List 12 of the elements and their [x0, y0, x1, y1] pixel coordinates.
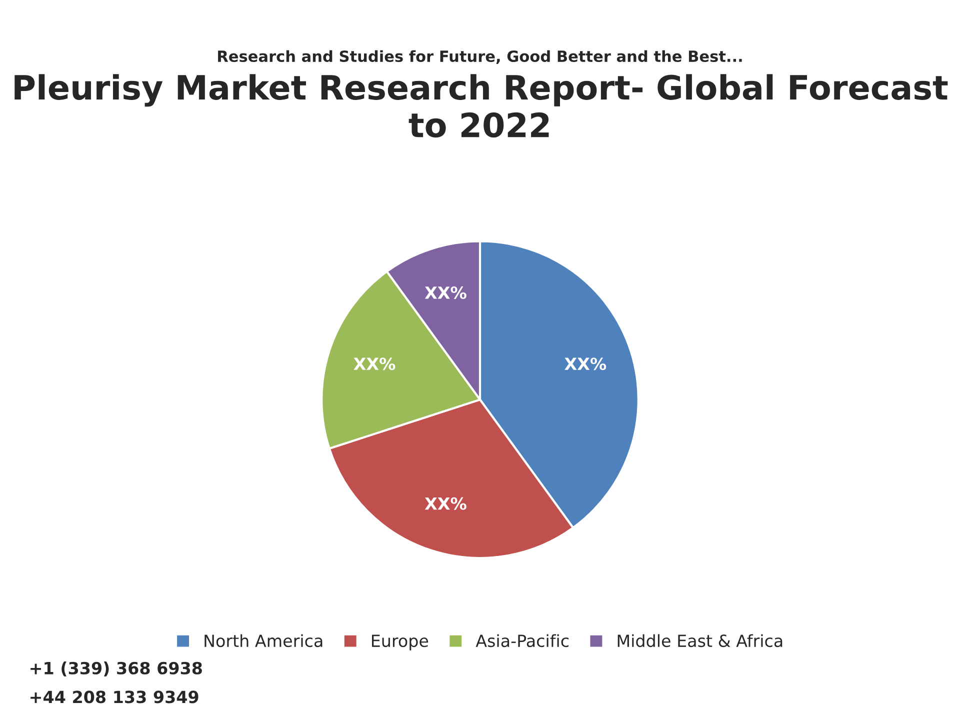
text: Research and Studies for Future, Good Better and the Best...	[218, 50, 742, 64]
chart-title: Pleurisy Market Research Report- Global Forecast to 2022	[14, 74, 948, 138]
legend-label: Asia-Pacific	[476, 634, 569, 648]
data-label: XX%	[424, 286, 466, 299]
legend-label: North America	[204, 634, 322, 648]
text: +1 (339) 368 6938	[30, 662, 202, 676]
legend-label: Middle East & Africa	[618, 634, 782, 648]
text: +44 208 133 9349	[30, 690, 198, 704]
legend-label: Europe	[372, 634, 428, 650]
data-label: XX%	[354, 358, 396, 370]
data-label: XX%	[424, 497, 466, 510]
data-label: XX%	[564, 358, 606, 370]
